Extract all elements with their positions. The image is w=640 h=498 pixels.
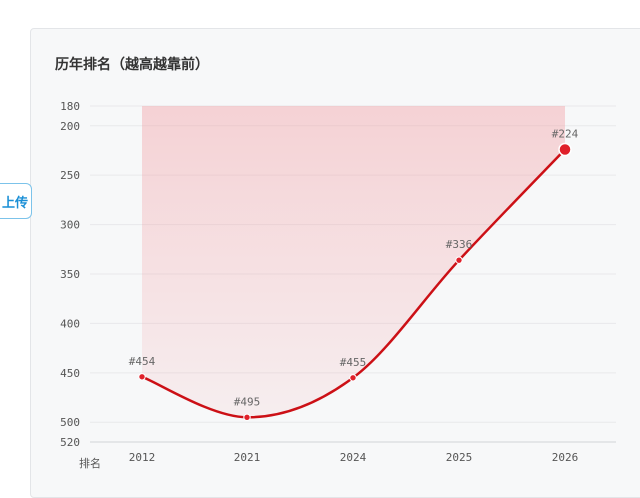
y-tick-label-500: 500 <box>60 416 80 429</box>
data-point-2012 <box>138 373 146 381</box>
data-label-2012: #454 <box>129 355 156 368</box>
x-tick-label-2021: 2021 <box>234 451 261 464</box>
series-area <box>142 106 565 418</box>
data-label-2026: #224 <box>552 127 579 140</box>
x-tick-label-2025: 2025 <box>446 451 473 464</box>
data-point-2021 <box>243 413 251 421</box>
series-line <box>140 148 567 419</box>
y-tick-label-350: 350 <box>60 268 80 281</box>
y-tick-label-520: 520 <box>60 436 80 449</box>
data-point-2026 <box>558 142 572 157</box>
data-point-2024 <box>349 374 357 382</box>
x-axis-label: 排名 <box>79 456 101 470</box>
y-tick-label-250: 250 <box>60 169 80 182</box>
x-tick-label-2024: 2024 <box>340 451 367 464</box>
data-label-2025: #336 <box>446 238 473 251</box>
y-tick-label-180: 180 <box>60 100 80 113</box>
upload-button[interactable]: 上传 <box>0 183 32 219</box>
x-tick-label-2026: 2026 <box>552 451 579 464</box>
y-tick-label-200: 200 <box>60 120 80 133</box>
rank-line-chart: 180 200 250 300 350 400 450 500 520 #454 #495 #455 #… <box>60 100 616 470</box>
x-tick-label-2012: 2012 <box>129 451 156 464</box>
data-label-2021: #495 <box>234 395 261 408</box>
data-point-2025 <box>455 256 463 264</box>
y-tick-label-450: 450 <box>60 367 80 380</box>
y-tick-label-300: 300 <box>60 219 80 232</box>
data-label-2024: #455 <box>340 356 367 369</box>
chart-title: 历年排名（越高越靠前） <box>55 57 209 73</box>
y-tick-label-400: 400 <box>60 317 80 330</box>
